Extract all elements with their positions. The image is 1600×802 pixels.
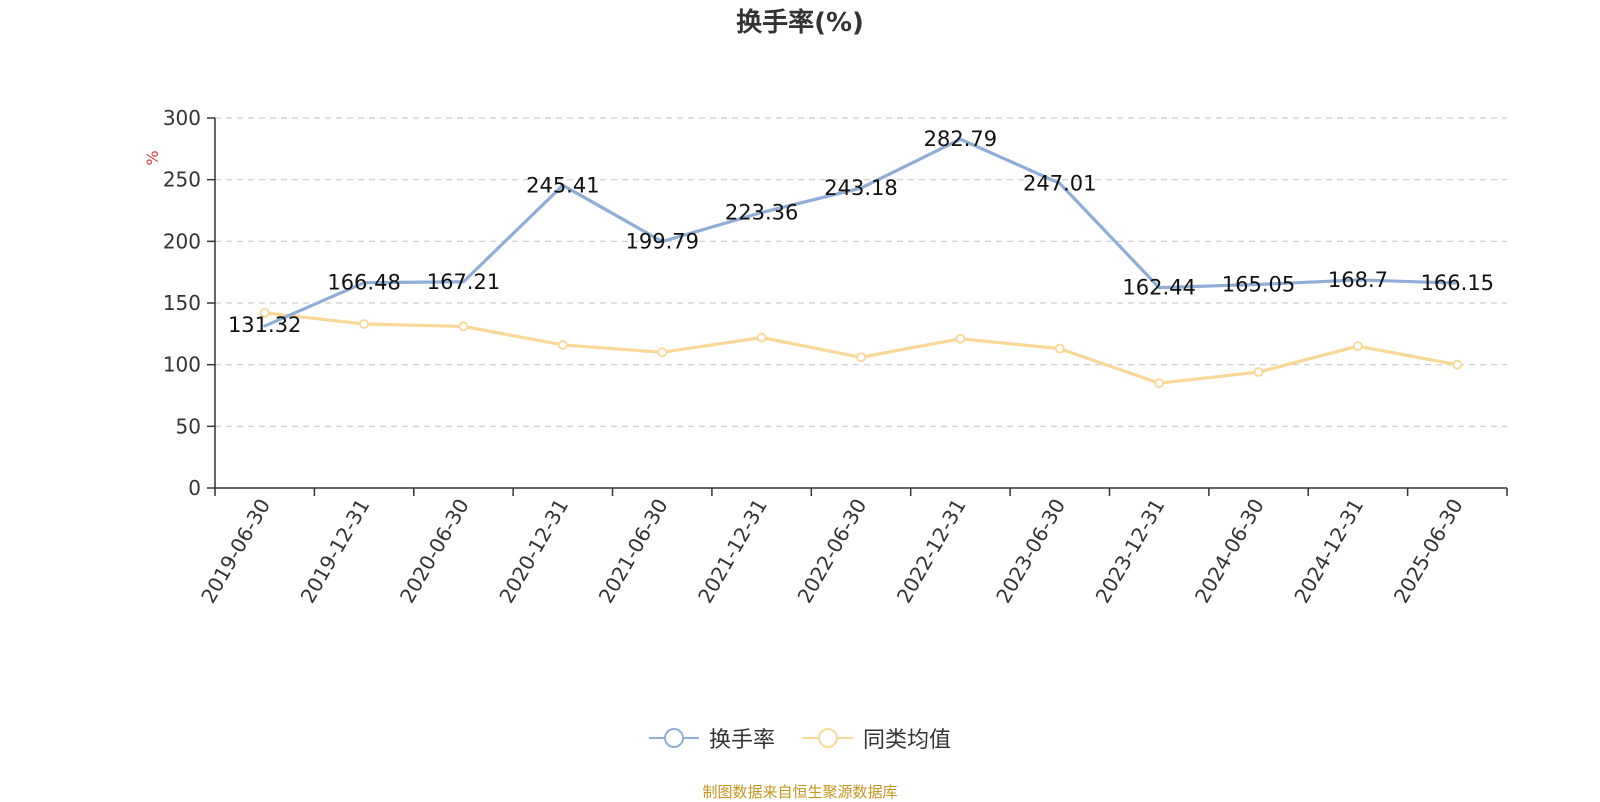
y-tick-label: 50 [176,414,201,438]
series-line-peer-average [264,311,1458,385]
x-tick-label: 2021-12-31 [693,495,772,608]
data-point-peer-average [1154,378,1165,389]
x-tick-label: 2020-06-30 [395,495,474,608]
data-point-turnover [561,183,565,187]
data-point-peer-average [955,333,966,344]
data-point-turnover [1455,281,1459,285]
x-tick-label: 2023-12-31 [1091,495,1170,608]
x-tick-label: 2024-12-31 [1289,495,1368,608]
y-tick-label: 200 [163,229,201,253]
data-point-peer-average [1353,341,1363,352]
y-tick-label: 250 [163,168,201,192]
footer-source: 制图数据来自恒生聚源数据库 [702,783,898,801]
data-point-turnover [1157,286,1161,290]
y-tick-label: 150 [163,291,201,315]
legend-label-peer-average: 同类均值 [863,728,952,753]
legend: 换手率 同类均值 [0,722,1600,754]
data-label-turnover: 168.7 [1328,268,1388,292]
x-tick-label: 2021-06-30 [594,495,673,608]
y-tick-label: 100 [163,353,201,377]
data-point-turnover [362,281,366,285]
x-tick-label: 2022-06-30 [792,495,871,608]
data-point-peer-average [756,332,767,343]
chart-title: 换手率(%) [736,8,864,38]
data-label-turnover: 131.32 [228,313,301,337]
data-point-turnover [660,240,664,244]
data-point-turnover [859,186,863,190]
data-label-turnover: 247.01 [1023,171,1096,195]
data-label-turnover: 243.18 [824,176,897,200]
series [259,137,1463,389]
data-label-turnover: 166.48 [327,271,400,295]
y-tick-label: 300 [163,106,201,130]
data-label-turnover: 223.36 [725,201,798,225]
x-tick-label: 2019-12-31 [296,495,375,608]
data-point-turnover [958,137,962,141]
data-label-turnover: 166.15 [1421,271,1494,295]
data-point-turnover [760,211,764,215]
x-tick-label: 2025-06-30 [1389,495,1468,608]
data-point-turnover [461,280,465,284]
data-point-peer-average [259,307,270,318]
x-tick-label: 2024-06-30 [1190,495,1269,608]
legend-label-turnover: 换手率 [708,728,775,753]
data-point-peer-average [557,340,568,350]
data-point-peer-average [359,319,369,329]
legend-peer-average-icon [803,728,853,748]
data-label-turnover: 199.79 [625,230,698,254]
data-label-turnover: 245.41 [526,173,599,197]
data-point-peer-average [1054,343,1065,354]
x-tick-label: 2020-12-31 [494,495,573,608]
data-point-turnover [1257,282,1261,286]
data-point-peer-average [1253,367,1264,377]
data-point-peer-average [458,321,469,332]
data-point-peer-average [657,347,668,358]
x-tick-label: 2019-06-30 [196,495,275,608]
gridlines [215,117,1507,427]
data-label-turnover: 282.79 [924,127,997,151]
x-tick-label: 2023-06-30 [991,495,1070,608]
x-tick-label: 2022-12-31 [892,495,971,608]
series-line-turnover [264,137,1458,328]
data-point-peer-average [1452,359,1463,370]
legend-item-turnover[interactable]: 换手率 [648,722,775,754]
legend-item-peer-average[interactable]: 同类均值 [803,722,951,754]
data-labels: 131.32 166.48 167.21 245.41 199.79 223.36 243.… [228,127,1494,337]
data-point-turnover [263,324,267,328]
data-point-peer-average [856,352,866,363]
data-point-turnover [1058,181,1062,185]
legend-turnover-icon [648,728,699,748]
y-tick-label: 0 [188,476,201,500]
data-label-turnover: 167.21 [427,270,500,294]
data-label-turnover: 162.44 [1122,276,1195,300]
data-point-turnover [1356,278,1360,282]
data-label-turnover: 165.05 [1222,272,1295,296]
y-axis-label: % [143,150,162,165]
